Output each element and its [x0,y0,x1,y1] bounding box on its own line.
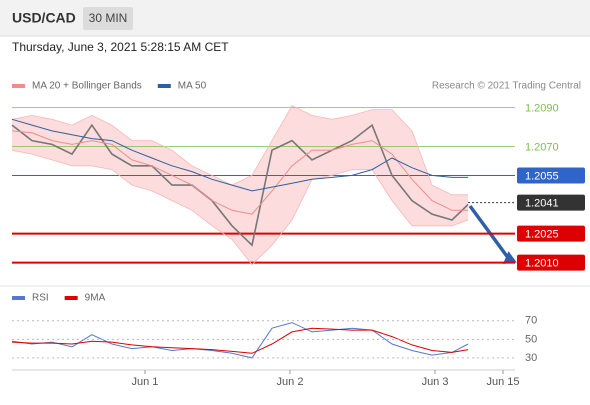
level-label-box [517,225,585,242]
level-label: 1.2090 [525,103,559,115]
legend-swatch [12,84,25,88]
symbol: USD/CAD [12,10,76,26]
series-line [11,327,469,354]
x-tick-label: Jun 1 [132,376,159,388]
level-label: 1.2041 [525,197,559,209]
bollinger-band [12,105,469,265]
level-label-box [517,167,585,184]
legend-swatch [64,296,78,300]
forecast-arrow [468,204,511,261]
band-edge [11,105,469,196]
series-line [11,130,469,215]
level-label: 1.2055 [525,170,559,182]
x-tick-label: Jun 3 [422,376,449,388]
timestamp: Thursday, June 3, 2021 5:28:15 AM CET [12,40,229,54]
y-tick-label: 70 [525,315,537,327]
legend-label: RSI [32,293,49,304]
level-label-box [517,194,585,211]
timeframe-box[interactable] [83,7,133,30]
legend-swatch [12,296,25,300]
level-label-box [517,99,585,116]
credit: Research © 2021 Trading Central [432,81,581,92]
series-line [11,322,469,359]
x-tick-label: Jun 15 [487,376,520,388]
level-label: 1.2025 [525,228,559,240]
level-label: 1.2010 [525,258,559,270]
forecast-arrowhead [502,251,517,264]
legend-label: MA 20 + Bollinger Bands [32,81,142,92]
timeframe[interactable]: 30 MIN [89,11,128,25]
band-edge [11,149,469,266]
y-tick-label: 30 [525,352,537,364]
series-line [11,123,469,247]
x-tick-label: Jun 2 [277,376,304,388]
legend-swatch [157,84,171,88]
level-label: 1.2070 [525,141,559,153]
level-label-box [517,254,585,271]
legend-label: MA 50 [178,81,207,92]
y-tick-label: 50 [525,333,537,345]
legend-label: 9MA [85,293,106,304]
level-label-box [517,138,585,155]
series-line [11,118,469,192]
